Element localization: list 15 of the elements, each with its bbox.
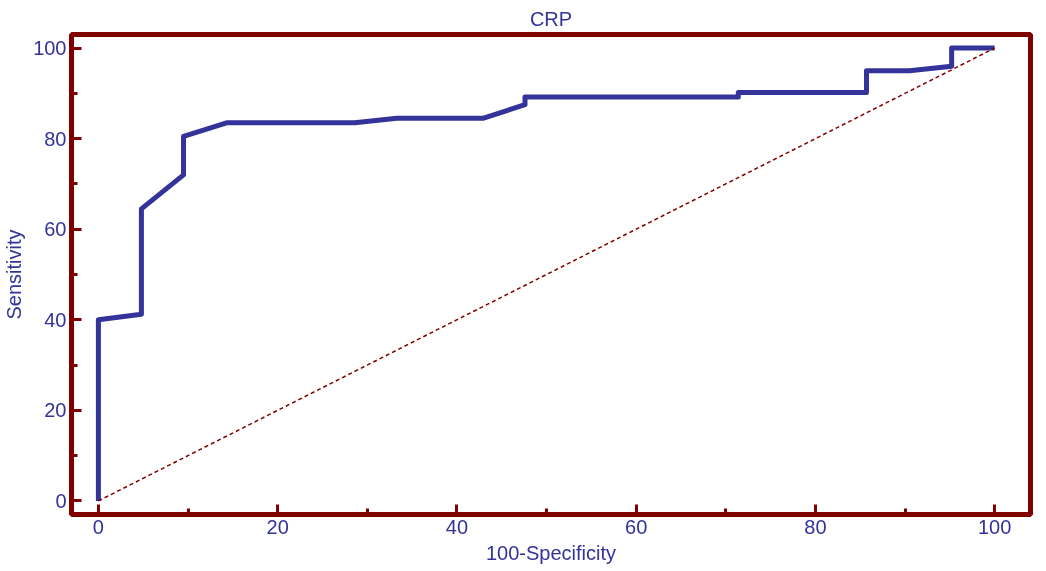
y-tick-label: 40 <box>44 308 67 331</box>
y-tick-label: 80 <box>44 127 67 150</box>
x-tick-label: 40 <box>445 515 469 538</box>
y-axis-title: Sensitivity <box>3 229 26 320</box>
y-tick-label: 20 <box>44 399 67 422</box>
x-tick-label: 0 <box>92 515 104 538</box>
x-tick-label: 100 <box>977 515 1012 538</box>
y-tick-label: 60 <box>44 218 67 241</box>
x-tick-label: 80 <box>804 515 827 538</box>
x-axis-title: 100-Specificity <box>485 541 617 564</box>
chart-title: CRP <box>529 7 573 30</box>
y-tick-label: 100 <box>33 37 67 60</box>
x-tick-label: 20 <box>266 515 289 538</box>
y-tick-label: 0 <box>55 489 67 512</box>
x-tick-label: 60 <box>625 515 648 538</box>
